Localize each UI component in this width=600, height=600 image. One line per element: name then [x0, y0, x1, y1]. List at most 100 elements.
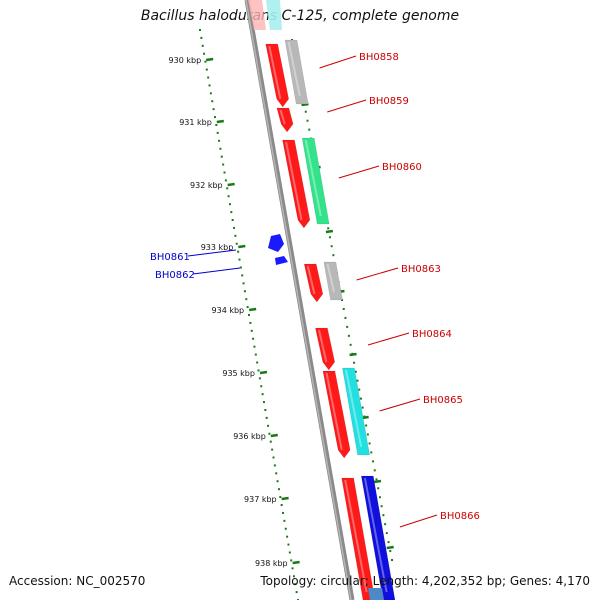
backbone [244, 0, 355, 600]
inner-ring-dot [287, 543, 290, 546]
outer-ring-dot [332, 254, 335, 257]
inner-ring-dot [290, 559, 293, 562]
inner-ring-dot [237, 250, 240, 253]
tick-mark [227, 182, 235, 187]
inner-ring-dot [262, 401, 265, 404]
inner-ring-dot [252, 337, 255, 340]
gene-arrow-bh0866 [341, 477, 376, 600]
outer-ring-dot [389, 550, 392, 553]
gene-highlight [318, 329, 328, 363]
inner-ring-dot [219, 147, 222, 150]
inner-ring-dot [228, 203, 231, 206]
inner-ring-dot [212, 108, 215, 111]
gene-arrow-bh0858 [265, 43, 289, 108]
inner-ring-dot [203, 52, 206, 55]
inner-ring-dot [239, 266, 242, 269]
inner-ring-dot [207, 76, 210, 79]
gene-arrow-bh0861 [268, 234, 284, 252]
gene-label-leader [319, 55, 357, 69]
tick-label: 930 kbp [169, 56, 202, 65]
inner-ring-dot [222, 163, 225, 166]
gene-highlight [287, 41, 301, 97]
inner-ring-dot [269, 440, 272, 443]
inner-ring-dot [209, 92, 212, 95]
inner-ring-dot [294, 583, 297, 586]
gene-partner-bh0863 [323, 261, 343, 301]
gene-arrow-bh0860 [282, 139, 311, 229]
gene-partner-bh0858 [284, 39, 309, 105]
inner-ring-dot [284, 527, 287, 530]
gene-label-leader [338, 165, 380, 179]
inner-ring-dot [264, 409, 267, 411]
outer-ring-dot [391, 559, 393, 561]
outer-ring-dot [380, 505, 383, 508]
outer-ring-dot [346, 325, 349, 328]
gene-label-bh0860: BH0860 [382, 162, 422, 173]
gene-partner-partial [266, 0, 282, 30]
outer-ring-dot [356, 379, 359, 382]
outer-ring-dot [361, 406, 364, 409]
tick-mark [281, 496, 289, 501]
gene-arrow-bh0863 [303, 263, 324, 303]
tick-label: 932 kbp [190, 181, 223, 190]
gene-arrow-bh0865 [322, 370, 351, 459]
gene-arrow-bh0864 [315, 327, 336, 371]
gene-label-bh0861: BH0861 [150, 252, 190, 263]
inner-ring-dot [213, 116, 216, 119]
tick-label: 935 kbp [222, 369, 255, 378]
genome-summary: Topology: circular; Length: 4,202,352 bp… [260, 574, 590, 588]
outer-ring-dot [372, 460, 375, 463]
gene-partner-bh0866 [361, 475, 396, 600]
tick-mark [248, 307, 257, 312]
outer-ring-dot [306, 119, 309, 122]
outer-ring-dot [349, 343, 352, 346]
inner-ring-dot [230, 211, 233, 214]
inner-ring-dot [216, 131, 219, 134]
inner-ring-dot [241, 274, 244, 277]
inner-ring-dot [275, 472, 278, 475]
inner-ring-dot [280, 504, 283, 506]
inner-ring-dot [250, 329, 253, 332]
tick-label: 938 kbp [255, 559, 288, 568]
gene-highlight [279, 109, 286, 125]
outer-ring-dot [370, 451, 373, 454]
inner-ring-dot [273, 464, 276, 467]
outer-ring-dot [347, 334, 350, 337]
gene-highlight [363, 477, 388, 593]
inner-ring-dot [292, 575, 295, 578]
inner-ring-dot [211, 100, 214, 103]
inner-ring-dot [223, 171, 226, 174]
gene-partner-bh0865 [342, 367, 370, 456]
gene-highlight [268, 45, 282, 100]
inner-ring-dot [220, 155, 223, 158]
outer-ring-dot [366, 433, 369, 436]
outer-ring-dot [378, 496, 381, 499]
tick-label: 934 kbp [212, 306, 245, 315]
gene-partner-bh0860 [301, 137, 330, 225]
gene-label-leader [367, 332, 410, 346]
gene-arrow-partial [248, 0, 266, 30]
inner-ring-dot [238, 258, 241, 261]
outer-ring-dot [358, 388, 361, 391]
gene-highlight [285, 141, 303, 221]
inner-ring-dot [235, 242, 238, 245]
inner-ring-dot [282, 511, 285, 514]
tick-mark [373, 479, 382, 484]
tick-mark [238, 244, 246, 249]
outer-ring-dot [387, 541, 390, 544]
inner-ring-dot [243, 290, 246, 293]
gene-highlight [306, 265, 316, 295]
tick-mark [325, 229, 334, 234]
inner-ring-dot [268, 432, 271, 435]
inner-ring-dot [260, 385, 263, 388]
tick-label: 936 kbp [233, 432, 266, 441]
inner-ring-dot [234, 234, 237, 237]
outer-ring-dot [373, 469, 376, 472]
inner-ring-dot [276, 480, 279, 483]
tick-label: 937 kbp [244, 495, 277, 504]
gene-highlight [345, 369, 363, 448]
gene-label-bh0865: BH0865 [423, 395, 463, 406]
tick-label: 933 kbp [201, 243, 234, 252]
outer-ring-dot [384, 523, 387, 526]
outer-ring-dot [385, 532, 388, 535]
